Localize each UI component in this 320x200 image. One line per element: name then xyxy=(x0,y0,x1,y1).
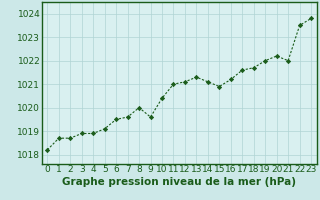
X-axis label: Graphe pression niveau de la mer (hPa): Graphe pression niveau de la mer (hPa) xyxy=(62,177,296,187)
